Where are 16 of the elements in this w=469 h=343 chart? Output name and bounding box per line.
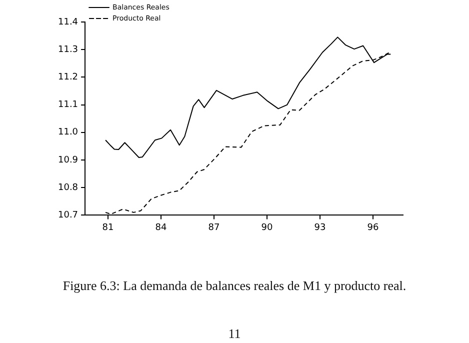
y-tick-label: 11.3 — [58, 44, 78, 55]
caption: Figure 6.3: La demanda de balances reales de M1 y producto real. — [62, 278, 408, 294]
y-tick-label: 11.0 — [58, 128, 78, 138]
x-tick-label: 90 — [261, 222, 273, 233]
y-tick-label: 11.4 — [58, 17, 78, 28]
y-tick-label: 11.1 — [58, 100, 78, 110]
y-tick-label: 10.8 — [58, 182, 78, 193]
y-tick-label: 10.9 — [58, 155, 78, 166]
text: 11 — [227, 326, 242, 342]
y-tick-label: 10.7 — [58, 210, 78, 221]
x-tick-label: 81 — [102, 222, 114, 233]
y-tick-label: 11.2 — [58, 72, 78, 83]
x-tick-label: 87 — [208, 222, 220, 233]
x-tick-label: 96 — [367, 222, 379, 233]
x-tick-label: 84 — [155, 222, 167, 233]
x-tick-label: 93 — [314, 222, 326, 233]
